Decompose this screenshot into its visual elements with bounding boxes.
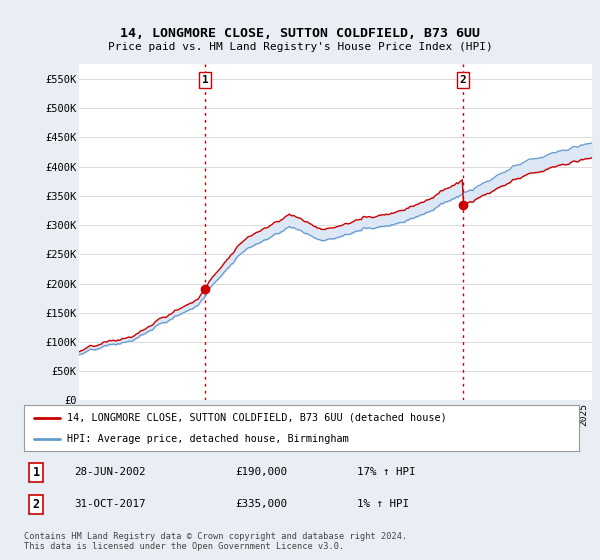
Text: Contains HM Land Registry data © Crown copyright and database right 2024.
This d: Contains HM Land Registry data © Crown c… <box>24 532 407 552</box>
Text: HPI: Average price, detached house, Birmingham: HPI: Average price, detached house, Birm… <box>67 434 349 444</box>
Text: 2: 2 <box>32 498 40 511</box>
Text: 17% ↑ HPI: 17% ↑ HPI <box>357 468 415 477</box>
Text: £335,000: £335,000 <box>235 500 287 510</box>
Text: 1: 1 <box>202 75 209 85</box>
Text: 1% ↑ HPI: 1% ↑ HPI <box>357 500 409 510</box>
Text: £190,000: £190,000 <box>235 468 287 477</box>
Text: 28-JUN-2002: 28-JUN-2002 <box>74 468 145 477</box>
Text: 1: 1 <box>32 466 40 479</box>
Text: 14, LONGMORE CLOSE, SUTTON COLDFIELD, B73 6UU (detached house): 14, LONGMORE CLOSE, SUTTON COLDFIELD, B7… <box>67 413 447 423</box>
Text: 2: 2 <box>460 75 467 85</box>
Text: 31-OCT-2017: 31-OCT-2017 <box>74 500 145 510</box>
Text: 14, LONGMORE CLOSE, SUTTON COLDFIELD, B73 6UU: 14, LONGMORE CLOSE, SUTTON COLDFIELD, B7… <box>120 27 480 40</box>
Text: Price paid vs. HM Land Registry's House Price Index (HPI): Price paid vs. HM Land Registry's House … <box>107 42 493 52</box>
